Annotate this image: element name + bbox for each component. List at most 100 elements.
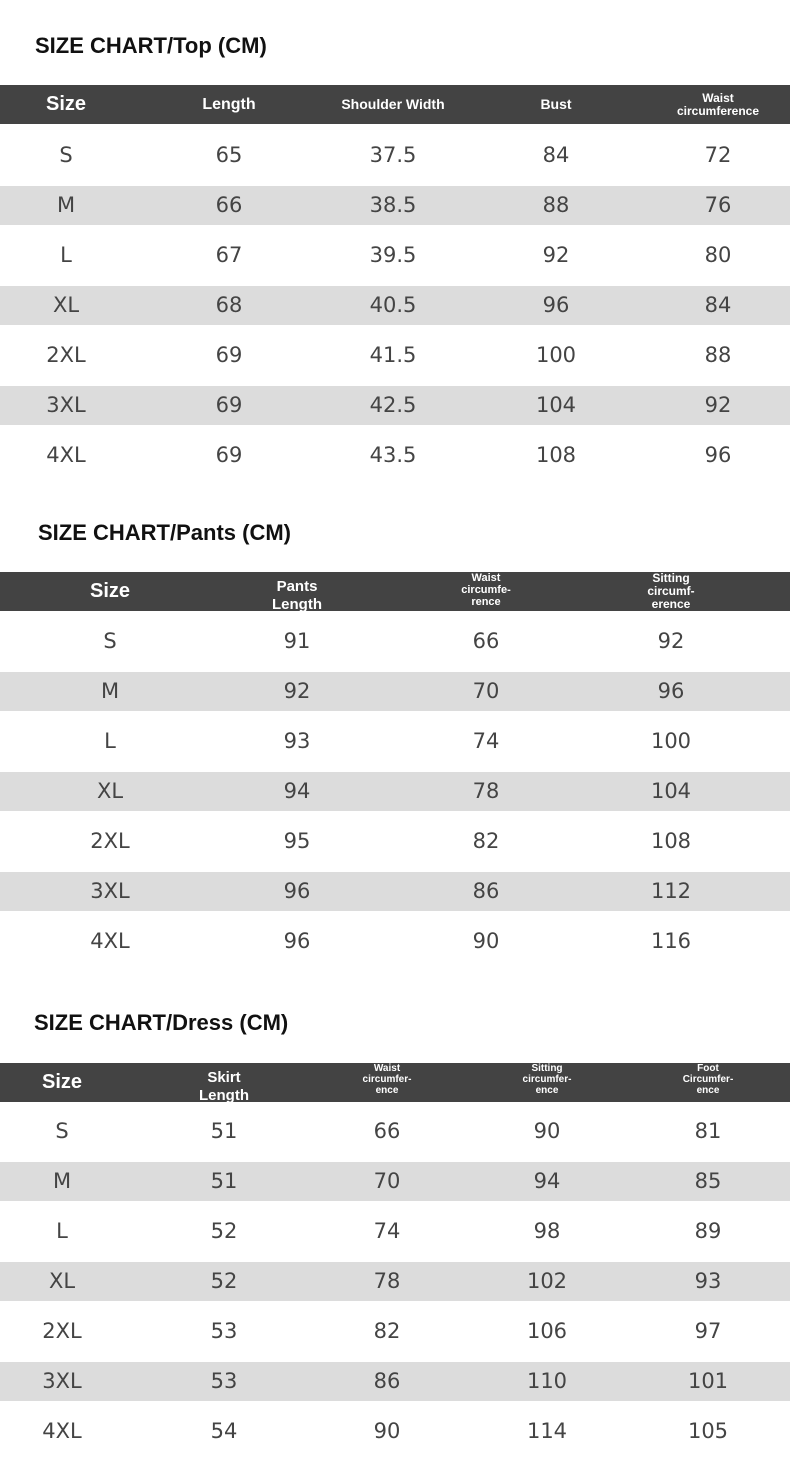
table-title: SIZE CHART/Top (CM) (35, 33, 267, 58)
measurement-value: 78 (472, 779, 500, 803)
measurement-value: 108 (535, 443, 577, 467)
measurement-value: 81 (694, 1119, 722, 1143)
measurement-value: 37.5 (369, 143, 417, 167)
measurement-value: 95 (283, 829, 311, 853)
measurement-value: 90 (373, 1419, 401, 1443)
measurement-value: 104 (650, 779, 692, 803)
measurement-value: 96 (283, 879, 311, 903)
measurement-value: 67 (215, 243, 243, 267)
measurement-value: 86 (373, 1369, 401, 1393)
size-label: M (52, 1169, 72, 1193)
measurement-value: 88 (542, 193, 570, 217)
measurement-value: 52 (210, 1269, 238, 1293)
measurement-value: 69 (215, 393, 243, 417)
measurement-value: 105 (687, 1419, 729, 1443)
table-row: M 66 38.5 88 76 (0, 180, 790, 230)
measurement-value: 86 (472, 879, 500, 903)
measurement-value: 53 (210, 1369, 238, 1393)
measurement-value: 90 (472, 929, 500, 953)
table-row: 3XL 96 86 112 (0, 866, 790, 916)
table-row: XL 52 78 102 93 (0, 1256, 790, 1306)
size-label: XL (48, 1269, 76, 1293)
measurement-value: 40.5 (369, 293, 417, 317)
size-label: S (59, 143, 73, 167)
measurement-value: 97 (694, 1319, 722, 1343)
measurement-value: 80 (704, 243, 732, 267)
table-row: 2XL 53 82 106 97 (0, 1306, 790, 1356)
measurement-value: 114 (526, 1419, 568, 1443)
size-label: S (103, 629, 117, 653)
column-header: Waist circumference (676, 90, 760, 118)
size-label: 2XL (90, 829, 130, 853)
table-row: M 92 70 96 (0, 666, 790, 716)
measurement-value: 100 (650, 729, 692, 753)
column-header: Length (202, 96, 256, 113)
size-label: M (56, 193, 76, 217)
measurement-value: 112 (650, 879, 692, 903)
table-row: XL 68 40.5 96 84 (0, 280, 790, 330)
table-row: 4XL 69 43.5 108 96 (0, 430, 790, 480)
table-header: Size Length Shoulder Width Bust Waist circum… (0, 85, 790, 124)
measurement-value: 101 (687, 1369, 729, 1393)
table-header: Size Skirt Length Waist circumfer- ence Sit… (0, 1063, 790, 1104)
measurement-value: 69 (215, 343, 243, 367)
measurement-value: 76 (704, 193, 732, 217)
measurement-value: 72 (704, 143, 732, 167)
measurement-value: 108 (650, 829, 692, 853)
measurement-value: 85 (694, 1169, 722, 1193)
column-header: Size (89, 580, 131, 602)
column-header: Sitting circumfer- ence (522, 1063, 572, 1096)
table-row: M 51 70 94 85 (0, 1156, 790, 1206)
measurement-value: 96 (542, 293, 570, 317)
column-header: Shoulder Width (341, 96, 445, 112)
table-row: 2XL 69 41.5 100 88 (0, 330, 790, 380)
measurement-value: 116 (650, 929, 692, 953)
table-row: 4XL 96 90 116 (0, 916, 790, 966)
size-label: 3XL (42, 1369, 82, 1393)
table-row: S 65 37.5 84 72 (0, 130, 790, 180)
measurement-value: 54 (210, 1419, 238, 1443)
measurement-value: 70 (472, 679, 500, 703)
size-label: 3XL (90, 879, 130, 903)
table-row: 3XL 53 86 110 101 (0, 1356, 790, 1406)
measurement-value: 94 (533, 1169, 561, 1193)
measurement-value: 102 (526, 1269, 568, 1293)
measurement-value: 88 (704, 343, 732, 367)
table-row: 4XL 54 90 114 105 (0, 1406, 790, 1456)
measurement-value: 65 (215, 143, 243, 167)
measurement-value: 82 (472, 829, 500, 853)
table-row: S 91 66 92 (0, 616, 790, 666)
measurement-value: 92 (542, 243, 570, 267)
size-label: XL (52, 293, 80, 317)
size-label: S (55, 1119, 69, 1143)
measurement-value: 94 (283, 779, 311, 803)
table-header: Size Pants Length Waist circumfe- rence Sit… (0, 572, 790, 613)
column-header: Skirt Length (199, 1068, 249, 1104)
size-label: 2XL (46, 343, 86, 367)
table-title: SIZE CHART/Dress (CM) (34, 1010, 289, 1035)
measurement-value: 66 (373, 1119, 401, 1143)
measurement-value: 69 (215, 443, 243, 467)
column-header: Foot Circumfer- ence (682, 1063, 734, 1096)
size-label: 3XL (46, 393, 86, 417)
measurement-value: 70 (373, 1169, 401, 1193)
measurement-value: 104 (535, 393, 577, 417)
size-label: 4XL (90, 929, 130, 953)
measurement-value: 74 (472, 729, 500, 753)
column-header: Pants Length (272, 577, 322, 613)
measurement-value: 92 (657, 629, 685, 653)
table-row: S 51 66 90 81 (0, 1106, 790, 1156)
measurement-value: 39.5 (369, 243, 417, 267)
measurement-value: 92 (283, 679, 311, 703)
size-label: 4XL (46, 443, 86, 467)
measurement-value: 84 (542, 143, 570, 167)
measurement-value: 96 (657, 679, 685, 703)
measurement-value: 89 (694, 1219, 722, 1243)
table-title: SIZE CHART/Pants (CM) (38, 520, 291, 545)
size-label: L (56, 1219, 68, 1243)
table-row: L 52 74 98 89 (0, 1206, 790, 1256)
table-row: 2XL 95 82 108 (0, 816, 790, 866)
column-header: Waist circumfe- rence (461, 572, 511, 608)
column-header: Waist circumfer- ence (362, 1063, 412, 1096)
measurement-value: 51 (210, 1119, 238, 1143)
